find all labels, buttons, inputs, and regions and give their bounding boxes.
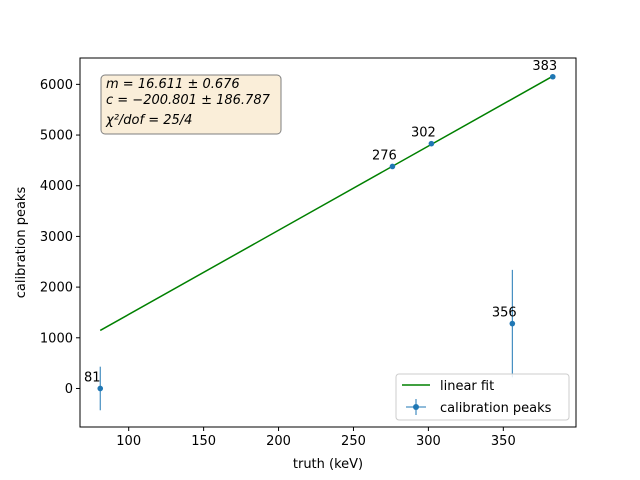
legend: linear fit calibration peaks [395, 373, 570, 421]
y-tick-label: 2000 [40, 281, 73, 296]
point-label: 81 [84, 370, 101, 385]
y-tick-label: 0 [65, 382, 73, 397]
data-point [389, 163, 396, 170]
y-tick-label: 3000 [40, 230, 73, 245]
legend-swatch-calibration-peaks [406, 399, 426, 415]
x-tick-label: 350 [491, 434, 516, 449]
x-tick-label: 250 [341, 434, 366, 449]
y-tick-label: 1000 [40, 331, 73, 346]
data-point [509, 320, 516, 327]
legend-label-linear-fit: linear fit [440, 379, 494, 394]
data-point [428, 140, 435, 147]
y-tick-label: 4000 [40, 179, 73, 194]
x-tick-label: 200 [266, 434, 291, 449]
fit-line [99, 75, 554, 332]
fit-annotation: m = 16.611 ± 0.676 c = −200.801 ± 186.78… [100, 74, 282, 135]
data-point [97, 385, 104, 392]
annotation-line-chi2: χ²/dof = 25/4 [105, 113, 192, 128]
plot-frame [79, 57, 577, 428]
x-tick-label: 150 [191, 434, 216, 449]
legend-box [395, 373, 570, 421]
x-axis-label: truth (keV) [293, 457, 363, 472]
y-tick-label: 5000 [40, 129, 73, 144]
annotation-box [100, 74, 282, 135]
annotation-line-intercept: c = −200.801 ± 186.787 [106, 93, 271, 108]
x-tick-label: 100 [116, 434, 141, 449]
point-label: 276 [372, 148, 397, 163]
point-label: 383 [532, 59, 557, 74]
annotation-line-slope: m = 16.611 ± 0.676 [106, 77, 240, 92]
data-point [549, 73, 556, 80]
point-label: 302 [411, 126, 436, 141]
x-tick-label: 300 [416, 434, 441, 449]
point-label: 356 [492, 306, 517, 321]
y-axis-label: calibration peaks [14, 187, 29, 299]
y-tick-label: 6000 [40, 78, 73, 93]
legend-label-calibration-peaks: calibration peaks [440, 401, 552, 416]
